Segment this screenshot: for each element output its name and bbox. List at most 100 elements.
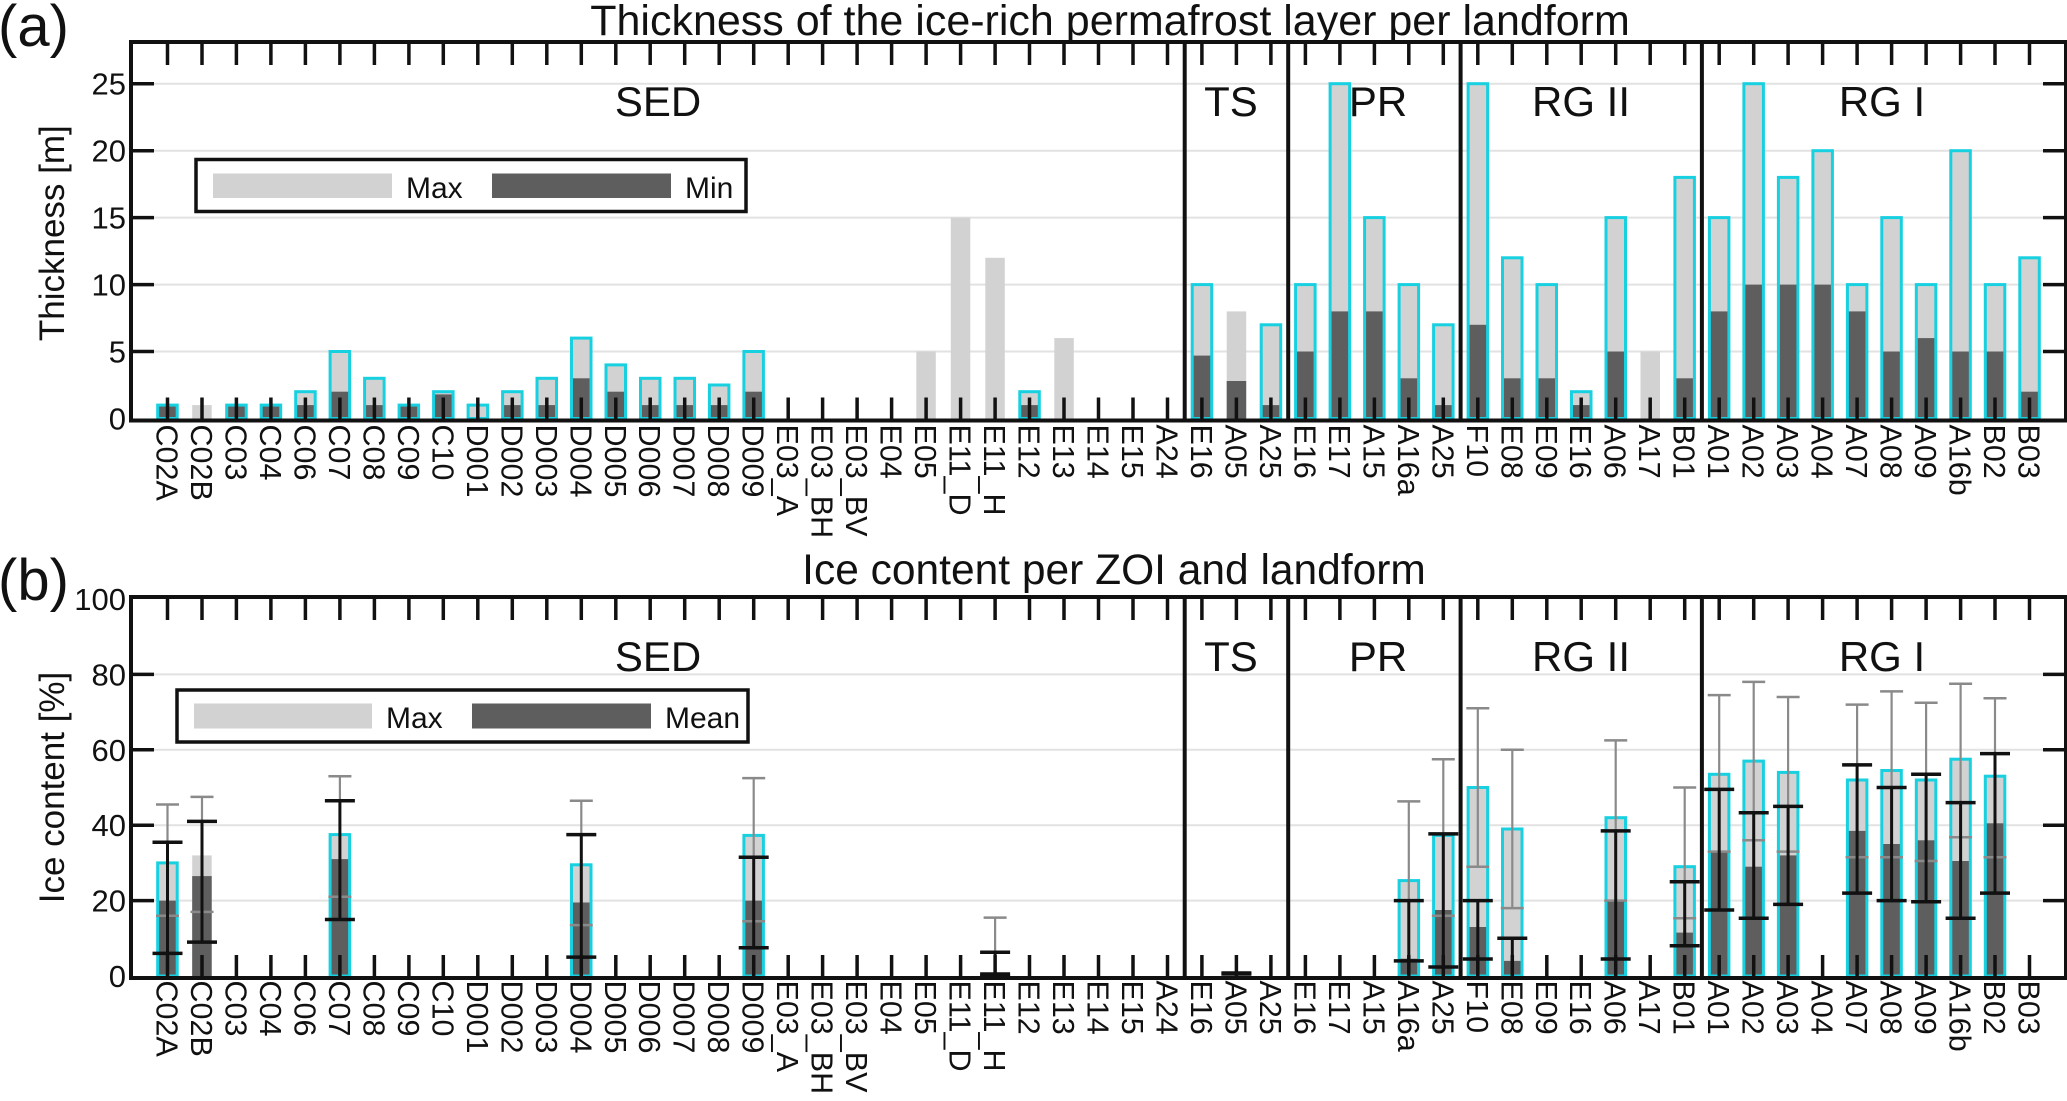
svg-text:80: 80 [92,657,126,692]
svg-text:B01: B01 [1667,425,1701,479]
svg-text:A16b: A16b [1943,425,1977,496]
svg-text:Ice content per ZOI and landfo: Ice content per ZOI and landform [802,547,1426,594]
svg-text:A15: A15 [1356,425,1390,479]
svg-text:E13: E13 [1046,425,1080,479]
svg-text:A15: A15 [1356,981,1390,1035]
svg-text:E08: E08 [1494,981,1528,1035]
svg-text:RG I: RG I [1839,633,1925,680]
svg-text:C08: C08 [356,981,390,1037]
svg-text:F10: F10 [1460,425,1494,478]
svg-text:A09: A09 [1908,981,1942,1035]
svg-text:D005: D005 [598,981,632,1054]
svg-text:E15: E15 [1115,981,1149,1035]
svg-text:RG II: RG II [1532,633,1630,680]
svg-text:PR: PR [1349,633,1407,680]
svg-text:E17: E17 [1322,425,1356,479]
svg-text:D002: D002 [494,425,528,498]
svg-text:E08: E08 [1494,425,1528,479]
svg-text:D006: D006 [632,981,666,1054]
svg-text:10: 10 [92,268,126,303]
svg-text:A16a: A16a [1391,981,1425,1052]
svg-text:E03_BH: E03_BH [805,981,839,1095]
svg-text:E09: E09 [1529,981,1563,1035]
svg-text:RG II: RG II [1532,78,1630,125]
svg-text:E05: E05 [908,981,942,1035]
svg-text:Thickness of the ice-rich perm: Thickness of the ice-rich permafrost lay… [590,0,1630,45]
svg-text:A03: A03 [1770,425,1804,479]
svg-text:B02: B02 [1977,981,2011,1035]
svg-text:D005: D005 [598,425,632,498]
svg-text:C10: C10 [425,425,459,481]
svg-text:A25: A25 [1425,981,1459,1035]
svg-text:TS: TS [1204,78,1258,125]
svg-text:A07: A07 [1839,981,1873,1035]
svg-text:E15: E15 [1115,425,1149,479]
svg-text:E12: E12 [1012,981,1046,1035]
svg-text:E16: E16 [1184,425,1218,479]
svg-text:A03: A03 [1770,981,1804,1035]
svg-text:25: 25 [92,67,126,102]
svg-text:A04: A04 [1805,981,1839,1035]
svg-text:E04: E04 [874,981,908,1035]
svg-text:D004: D004 [563,425,597,498]
svg-text:A02: A02 [1736,981,1770,1035]
svg-text:A25: A25 [1425,425,1459,479]
svg-text:Max: Max [386,702,443,735]
svg-text:C07: C07 [322,425,356,481]
svg-text:C04: C04 [253,425,287,481]
svg-text:20: 20 [92,134,126,169]
svg-text:0: 0 [109,959,126,994]
svg-text:C03: C03 [218,981,252,1037]
svg-text:A05: A05 [1218,425,1252,479]
svg-text:B03: B03 [2012,425,2046,479]
svg-text:C03: C03 [218,425,252,481]
svg-text:E16: E16 [1287,981,1321,1035]
svg-text:D003: D003 [529,425,563,498]
svg-text:A16a: A16a [1391,425,1425,496]
svg-text:Ice content [%]: Ice content [%] [33,672,72,904]
svg-text:D002: D002 [494,981,528,1054]
svg-text:C07: C07 [322,981,356,1037]
svg-text:RG I: RG I [1839,78,1925,125]
svg-text:0: 0 [109,402,126,437]
svg-text:A25: A25 [1253,981,1287,1035]
svg-text:C06: C06 [287,981,321,1037]
svg-text:A17: A17 [1632,981,1666,1035]
svg-text:A24: A24 [1150,981,1184,1035]
svg-text:Mean: Mean [665,702,740,735]
svg-text:C06: C06 [287,425,321,481]
svg-text:E11_D: E11_D [943,981,977,1072]
svg-text:E03_A: E03_A [770,981,804,1073]
svg-text:A08: A08 [1874,425,1908,479]
svg-text:B03: B03 [2012,981,2046,1035]
svg-text:C09: C09 [391,425,425,481]
svg-text:E16: E16 [1563,981,1597,1035]
svg-text:D004: D004 [563,981,597,1054]
svg-text:A25: A25 [1253,425,1287,479]
svg-text:C08: C08 [356,425,390,481]
svg-text:E03_BH: E03_BH [805,425,839,539]
svg-text:A09: A09 [1908,425,1942,479]
svg-text:5: 5 [109,335,126,370]
svg-text:A24: A24 [1150,425,1184,479]
svg-text:Thickness [m]: Thickness [m] [33,125,72,341]
svg-text:20: 20 [92,884,126,919]
svg-text:F10: F10 [1460,981,1494,1034]
svg-text:E03_BV: E03_BV [839,425,873,538]
svg-text:A01: A01 [1701,981,1735,1035]
svg-text:D008: D008 [701,981,735,1054]
svg-text:PR: PR [1349,78,1407,125]
svg-text:40: 40 [92,808,126,843]
svg-text:E11_H: E11_H [977,981,1011,1072]
svg-text:E16: E16 [1287,425,1321,479]
svg-text:Max: Max [406,172,463,205]
svg-text:A07: A07 [1839,425,1873,479]
svg-text:A06: A06 [1598,981,1632,1035]
svg-text:B02: B02 [1977,425,2011,479]
svg-text:A08: A08 [1874,981,1908,1035]
svg-text:D001: D001 [460,981,494,1054]
svg-text:A04: A04 [1805,425,1839,479]
svg-text:(b): (b) [0,548,69,613]
svg-text:E14: E14 [1081,425,1115,479]
svg-text:D001: D001 [460,425,494,498]
